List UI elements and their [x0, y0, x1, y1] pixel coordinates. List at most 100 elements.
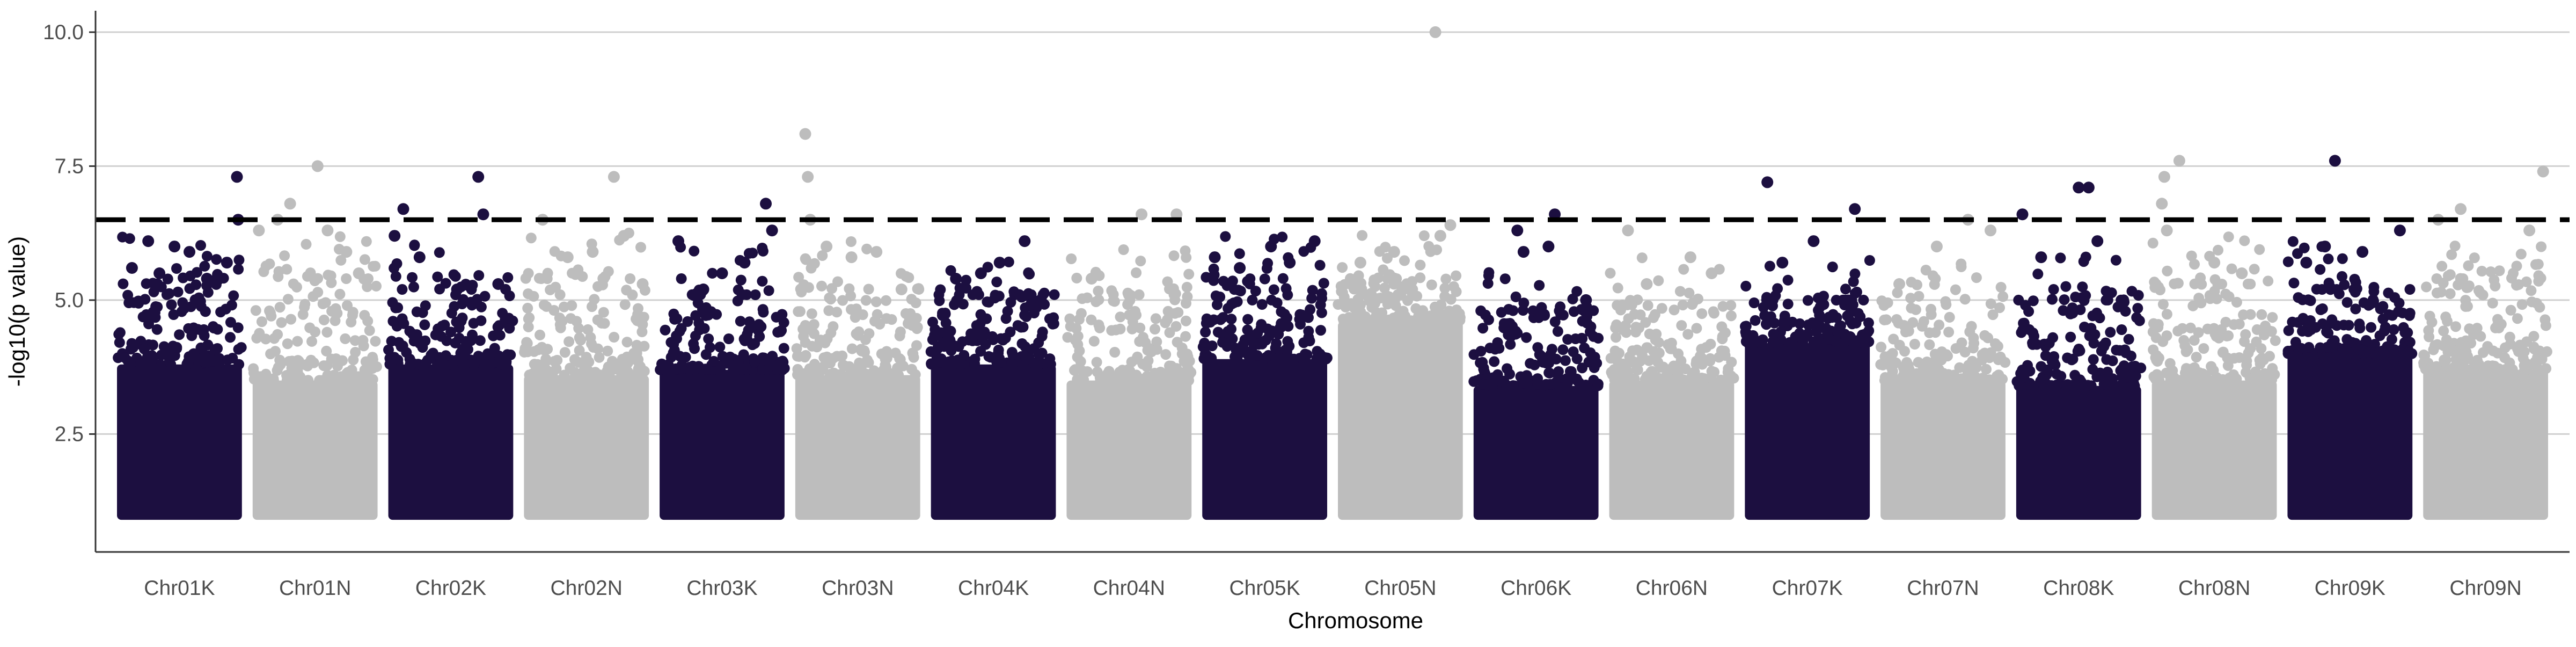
data-point — [1802, 295, 1813, 306]
data-point — [2377, 301, 2389, 312]
data-point — [248, 367, 259, 379]
data-point — [1499, 273, 1511, 285]
data-point — [1924, 339, 1935, 350]
peak-point — [2016, 208, 2029, 221]
data-point — [963, 335, 975, 346]
data-point — [1684, 287, 1695, 299]
data-point — [2341, 334, 2353, 345]
data-point — [1168, 289, 1180, 300]
data-point — [1134, 336, 1145, 347]
data-point — [166, 299, 177, 310]
data-point — [199, 357, 210, 368]
data-point — [1677, 300, 1688, 311]
dense-point-mass — [795, 375, 920, 520]
data-point — [357, 335, 369, 346]
data-point — [1625, 298, 1636, 309]
data-point — [2220, 317, 2231, 328]
data-point — [232, 322, 244, 333]
data-point — [334, 288, 346, 300]
y-tick-label: 5.0 — [55, 289, 84, 312]
data-point — [2297, 325, 2308, 337]
data-point — [2388, 324, 2399, 335]
data-point — [1176, 343, 1188, 353]
data-point — [2134, 315, 2145, 326]
data-point — [1879, 314, 1890, 325]
data-point — [2126, 286, 2138, 297]
x-tick-label: Chr08N — [2178, 577, 2250, 600]
data-point — [983, 351, 994, 362]
data-point — [1709, 367, 1720, 377]
data-point — [2035, 375, 2046, 387]
data-point — [2234, 318, 2245, 330]
data-point — [233, 359, 245, 370]
data-point — [1229, 284, 1240, 295]
data-point — [1250, 286, 1261, 297]
data-point — [1589, 352, 1600, 363]
data-point — [541, 355, 552, 367]
data-point — [364, 325, 375, 336]
data-point — [233, 264, 244, 275]
data-point — [1754, 337, 1766, 348]
data-point — [502, 272, 514, 283]
data-point — [474, 335, 486, 346]
data-point — [589, 294, 600, 305]
data-point — [625, 273, 636, 284]
data-point — [1637, 350, 1648, 361]
data-point — [1122, 299, 1133, 310]
data-point — [1156, 374, 1167, 386]
data-point — [2249, 264, 2260, 275]
data-point — [676, 273, 687, 284]
data-point — [2489, 274, 2500, 286]
series-Chr03N — [791, 128, 925, 520]
data-point — [330, 315, 341, 326]
data-point — [1115, 311, 1126, 323]
data-point — [2283, 325, 2294, 336]
y-tick-labels: 2.5 5.0 7.5 10.0 — [43, 21, 96, 446]
data-point — [440, 350, 451, 361]
data-point — [1875, 359, 1886, 370]
data-point — [2315, 304, 2326, 315]
data-point — [2366, 322, 2377, 333]
dense-point-mass — [1745, 343, 1870, 520]
data-point — [1691, 323, 1702, 334]
data-point — [536, 273, 547, 284]
data-point — [816, 280, 827, 292]
data-point — [2323, 253, 2334, 265]
data-point — [335, 255, 347, 266]
peak-point — [1985, 224, 1996, 237]
data-point — [1553, 372, 1564, 383]
data-point — [1768, 329, 1779, 340]
data-point — [1892, 287, 1903, 299]
data-point — [1307, 285, 1318, 296]
data-point — [1797, 336, 1809, 347]
data-point — [2303, 341, 2315, 353]
data-point — [2442, 270, 2454, 281]
peak-point — [2091, 235, 2104, 248]
data-point — [574, 345, 585, 356]
data-point — [973, 289, 984, 300]
data-point — [2485, 266, 2497, 278]
peak-point — [2236, 267, 2248, 279]
data-point — [772, 364, 783, 375]
data-point — [860, 295, 872, 306]
data-point — [747, 339, 758, 351]
data-point — [1065, 321, 1076, 332]
data-point — [1552, 326, 1563, 337]
data-point — [1388, 272, 1400, 283]
data-point — [2323, 278, 2334, 289]
data-point — [852, 362, 863, 373]
data-point — [1722, 367, 1733, 378]
data-point — [577, 271, 588, 282]
data-point — [566, 300, 577, 311]
data-point — [1179, 373, 1190, 384]
data-point — [552, 354, 563, 366]
data-point — [594, 352, 605, 363]
data-point — [286, 314, 297, 325]
data-point — [301, 238, 312, 250]
data-point — [1992, 340, 2003, 352]
data-point — [1266, 294, 1277, 306]
data-point — [2149, 277, 2160, 288]
axes — [94, 11, 2570, 553]
data-point — [2473, 359, 2485, 370]
data-point — [420, 300, 431, 311]
